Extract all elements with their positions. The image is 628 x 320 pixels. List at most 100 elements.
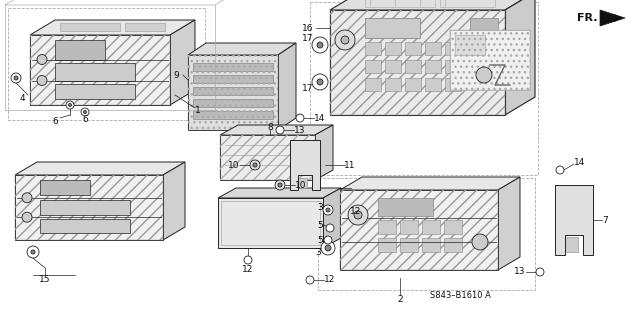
- Bar: [55, 84, 135, 99]
- Text: 12: 12: [324, 276, 336, 284]
- Circle shape: [14, 76, 18, 80]
- Polygon shape: [600, 10, 625, 26]
- Bar: [15, 175, 163, 240]
- Bar: [385, 78, 401, 91]
- Circle shape: [472, 234, 488, 250]
- Bar: [445, 60, 461, 73]
- Bar: [422, 220, 440, 234]
- Polygon shape: [505, 0, 535, 115]
- Text: 9: 9: [173, 70, 179, 79]
- Circle shape: [37, 76, 47, 85]
- Circle shape: [81, 108, 89, 116]
- Text: 16: 16: [302, 23, 314, 33]
- Circle shape: [253, 163, 257, 167]
- Circle shape: [326, 208, 330, 212]
- Circle shape: [22, 212, 32, 222]
- Circle shape: [324, 236, 332, 244]
- Bar: [193, 63, 273, 71]
- Circle shape: [244, 256, 252, 264]
- Circle shape: [37, 54, 47, 65]
- Circle shape: [323, 205, 333, 215]
- Bar: [444, 238, 462, 252]
- Bar: [385, 42, 401, 55]
- Bar: [340, 190, 498, 270]
- Bar: [188, 55, 278, 130]
- Circle shape: [276, 126, 284, 134]
- Bar: [405, 42, 421, 55]
- Bar: [378, 198, 433, 216]
- Polygon shape: [340, 177, 520, 190]
- Polygon shape: [220, 125, 333, 135]
- Bar: [330, 10, 505, 115]
- Circle shape: [536, 268, 544, 276]
- Polygon shape: [188, 43, 296, 55]
- Circle shape: [321, 241, 335, 255]
- Circle shape: [317, 79, 323, 85]
- Polygon shape: [15, 162, 185, 175]
- Bar: [400, 238, 418, 252]
- Bar: [378, 238, 396, 252]
- Bar: [385, 60, 401, 73]
- Bar: [193, 87, 273, 95]
- Polygon shape: [330, 0, 535, 10]
- Bar: [470, 18, 498, 63]
- Bar: [40, 219, 130, 233]
- Circle shape: [68, 103, 72, 107]
- Text: 5: 5: [317, 236, 323, 244]
- Circle shape: [31, 250, 35, 254]
- Bar: [365, 18, 420, 38]
- Bar: [400, 220, 418, 234]
- Polygon shape: [163, 162, 185, 240]
- Bar: [425, 60, 441, 73]
- Circle shape: [306, 276, 314, 284]
- Bar: [30, 35, 170, 105]
- Bar: [60, 23, 120, 31]
- Bar: [445, 42, 461, 55]
- Circle shape: [556, 166, 564, 174]
- Bar: [40, 180, 90, 195]
- Bar: [193, 75, 273, 83]
- Circle shape: [354, 211, 362, 219]
- Polygon shape: [323, 188, 341, 248]
- Bar: [450, 30, 530, 90]
- Bar: [295, 178, 307, 188]
- Text: 17: 17: [302, 34, 314, 43]
- Bar: [405, 60, 421, 73]
- Bar: [365, 0, 435, 7]
- Bar: [425, 78, 441, 91]
- Circle shape: [476, 67, 492, 83]
- Circle shape: [296, 114, 304, 122]
- Text: 11: 11: [344, 161, 355, 170]
- Bar: [440, 0, 495, 7]
- Circle shape: [275, 180, 285, 190]
- Circle shape: [11, 73, 21, 83]
- Circle shape: [66, 101, 74, 109]
- Circle shape: [335, 30, 355, 50]
- Text: 13: 13: [295, 125, 306, 134]
- Bar: [340, 190, 498, 270]
- Text: S843–B1610 A: S843–B1610 A: [430, 291, 491, 300]
- Bar: [425, 42, 441, 55]
- Bar: [445, 78, 461, 91]
- Circle shape: [278, 183, 282, 187]
- Bar: [450, 30, 530, 90]
- Bar: [30, 35, 170, 105]
- Bar: [218, 198, 323, 248]
- Text: 3: 3: [315, 247, 321, 257]
- Bar: [221, 201, 320, 245]
- Text: 4: 4: [19, 93, 25, 102]
- Text: 14: 14: [575, 157, 586, 166]
- Circle shape: [326, 224, 334, 232]
- Circle shape: [317, 42, 323, 48]
- Bar: [365, 60, 381, 73]
- Polygon shape: [555, 185, 593, 255]
- Bar: [444, 220, 462, 234]
- Circle shape: [325, 245, 331, 251]
- Text: 8: 8: [267, 123, 273, 132]
- Text: 3: 3: [317, 203, 323, 212]
- Circle shape: [312, 37, 328, 53]
- Circle shape: [250, 160, 260, 170]
- Polygon shape: [170, 20, 195, 105]
- Bar: [422, 238, 440, 252]
- Bar: [125, 23, 165, 31]
